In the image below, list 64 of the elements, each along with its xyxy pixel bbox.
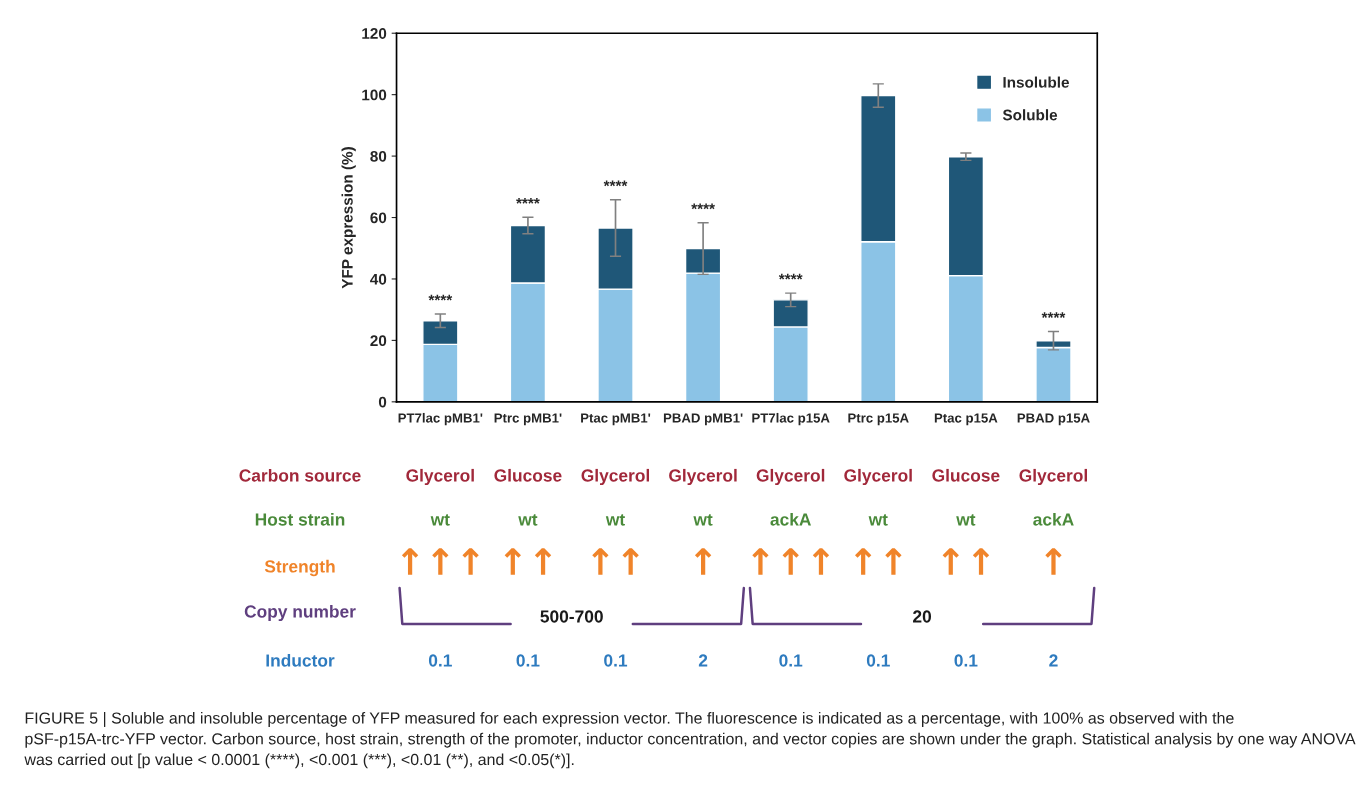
y-tick-label: 20 <box>370 335 387 347</box>
text: 0.1 <box>779 654 803 667</box>
y-tick-label: 80 <box>370 150 387 162</box>
data-label: **** <box>603 180 628 187</box>
text: Glycerol <box>669 468 737 486</box>
text: ↑↑↑ <box>401 548 479 575</box>
x-tick-label: Ptac p15A <box>934 413 998 426</box>
caption: FIGURE 5 | Soluble and insoluble percentage of YFP measured for each expression vector. The fluorescence is indicated as a percentage, with 100% as observed with the pSF-p15A-trc-YFP vector. Carbon source, host strain, strength of the promoter, inductor concentration, and vector copies are shown under the graph. Statistical analysis by one way ANOVA was carried out [p value < 0.0001 (****), <0.001 (***), <0.01 (**), and <0.05(*)]. <box>24 712 1356 769</box>
text: 500-700 <box>540 610 603 623</box>
data-label: **** <box>778 273 803 280</box>
y-tick-label: 120 <box>362 28 387 39</box>
text: Inductor <box>266 653 335 667</box>
x-tick-label: PBAD p15A <box>1017 413 1090 426</box>
data-label: **** <box>691 203 715 210</box>
data-label: **** <box>516 197 540 204</box>
y-tick-label: 0 <box>378 396 387 408</box>
text: 0.1 <box>428 654 452 667</box>
text: ↑ <box>694 548 712 575</box>
x-tick-label: Ptac pMB1' <box>581 413 651 426</box>
text: Glycerol <box>844 468 912 486</box>
x-tick-label: Ptrc pMB1' <box>494 413 562 426</box>
text: 20 <box>913 610 932 623</box>
text: ackA <box>770 512 811 526</box>
text: Carbon source <box>239 468 361 482</box>
text: Copy number <box>244 604 356 622</box>
text: Glycerol <box>756 468 825 486</box>
text: 0.1 <box>954 654 978 667</box>
text: 0.1 <box>866 654 890 667</box>
x-tick-label: PBAD pMB1' <box>663 413 743 426</box>
text: Host strain <box>255 512 345 526</box>
text: ↑↑ <box>855 548 902 575</box>
text: Glycerol <box>406 468 474 486</box>
text: 2 <box>698 654 708 667</box>
text: wt <box>868 514 888 526</box>
text: wt <box>605 514 625 526</box>
legend-label: Insoluble <box>1003 76 1069 88</box>
text: ↑↑ <box>504 548 552 575</box>
data-label: **** <box>428 294 453 301</box>
text: ackA <box>1033 512 1074 526</box>
text: ↑↑ <box>942 548 990 575</box>
text: wt <box>430 514 450 526</box>
legend-label: Soluble <box>1002 109 1058 121</box>
text: ↑↑ <box>592 548 639 575</box>
text: ↑↑↑ <box>752 548 830 575</box>
x-tick-label: PT7lac p15A <box>752 412 830 426</box>
text: Glucose <box>494 468 562 482</box>
text: Glucose <box>932 468 1000 482</box>
y-tick-label: 100 <box>362 89 387 101</box>
text: 0.1 <box>604 654 628 667</box>
text: Strength <box>264 559 335 577</box>
text: Glycerol <box>1019 468 1087 486</box>
x-tick-label: Ptrc p15A <box>848 413 909 426</box>
x-tick-label: PT7lac pMB1' <box>398 412 483 426</box>
text: 2 <box>1049 654 1058 667</box>
y-tick-label: 60 <box>370 212 387 224</box>
text: 0.1 <box>516 654 540 667</box>
text: wt <box>693 514 713 526</box>
data-label: **** <box>1041 312 1066 318</box>
text: wt <box>956 514 976 526</box>
y-axis-title: YFP expression (%) <box>341 147 356 289</box>
text: Glycerol <box>581 468 650 486</box>
text: wt <box>518 514 538 526</box>
y-tick-label: 40 <box>370 273 387 285</box>
text: ↑ <box>1045 548 1062 575</box>
